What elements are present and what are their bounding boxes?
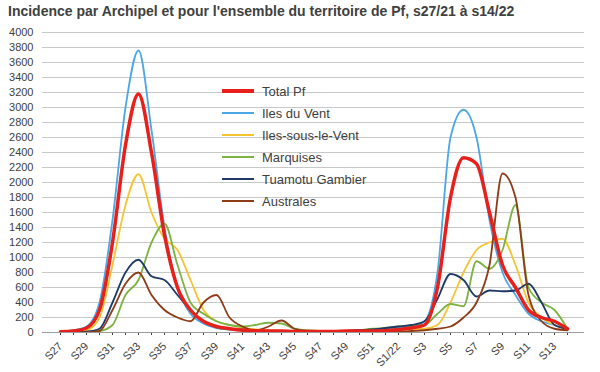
svg-text:S47: S47 bbox=[302, 340, 324, 362]
svg-text:S27: S27 bbox=[42, 340, 64, 362]
svg-text:600: 600 bbox=[15, 281, 33, 293]
svg-text:400: 400 bbox=[15, 296, 33, 308]
html-text:Iles du Vent: Iles du Vent bbox=[262, 105, 330, 121]
svg-text:S11: S11 bbox=[511, 340, 533, 362]
svg-text:3600: 3600 bbox=[9, 56, 33, 68]
svg-text:S35: S35 bbox=[146, 340, 168, 362]
svg-text:1200: 1200 bbox=[9, 236, 33, 248]
svg-text:S7: S7 bbox=[462, 340, 480, 358]
svg-text:3800: 3800 bbox=[9, 41, 33, 53]
svg-text:S39: S39 bbox=[198, 340, 220, 362]
svg-text:S51: S51 bbox=[354, 340, 376, 362]
svg-text:2000: 2000 bbox=[9, 176, 33, 188]
svg-text:S45: S45 bbox=[276, 340, 298, 362]
svg-text:200: 200 bbox=[15, 311, 33, 323]
svg-text:S1/22: S1/22 bbox=[374, 340, 403, 369]
svg-text:1000: 1000 bbox=[9, 251, 33, 263]
svg-text:S41: S41 bbox=[224, 340, 246, 362]
svg-text:S13: S13 bbox=[536, 340, 558, 362]
svg-text:4000: 4000 bbox=[9, 26, 33, 38]
svg-text:S3: S3 bbox=[410, 340, 428, 358]
svg-text:S33: S33 bbox=[120, 340, 142, 362]
html-text:Iles-sous-le-Vent: Iles-sous-le-Vent bbox=[262, 127, 359, 143]
html-text:Marquises: Marquises bbox=[262, 149, 322, 165]
html-text:Total Pf: Total Pf bbox=[262, 83, 306, 99]
svg-text:S29: S29 bbox=[68, 340, 90, 362]
svg-text:1800: 1800 bbox=[9, 191, 33, 203]
svg-text:S9: S9 bbox=[488, 340, 506, 358]
svg-text:2400: 2400 bbox=[9, 146, 33, 158]
svg-text:1600: 1600 bbox=[9, 206, 33, 218]
svg-text:3000: 3000 bbox=[9, 101, 33, 113]
svg-text:2600: 2600 bbox=[9, 131, 33, 143]
svg-text:S37: S37 bbox=[172, 340, 194, 362]
svg-text:2800: 2800 bbox=[9, 116, 33, 128]
svg-text:S49: S49 bbox=[328, 340, 350, 362]
svg-text:S5: S5 bbox=[436, 340, 454, 358]
svg-text:3400: 3400 bbox=[9, 71, 33, 83]
svg-text:2200: 2200 bbox=[9, 161, 33, 173]
html-text:Australes: Australes bbox=[262, 193, 317, 209]
svg-text:S31: S31 bbox=[94, 340, 116, 362]
html-text:Tuamotu Gambier: Tuamotu Gambier bbox=[262, 171, 367, 187]
svg-text:3200: 3200 bbox=[9, 86, 33, 98]
svg-text:1400: 1400 bbox=[9, 221, 33, 233]
svg-text:0: 0 bbox=[27, 326, 33, 338]
svg-text:800: 800 bbox=[15, 266, 33, 278]
svg-text:S43: S43 bbox=[250, 340, 272, 362]
html-text:Incidence par Archipel et pour: Incidence par Archipel et pour l'ensembl… bbox=[8, 3, 515, 19]
